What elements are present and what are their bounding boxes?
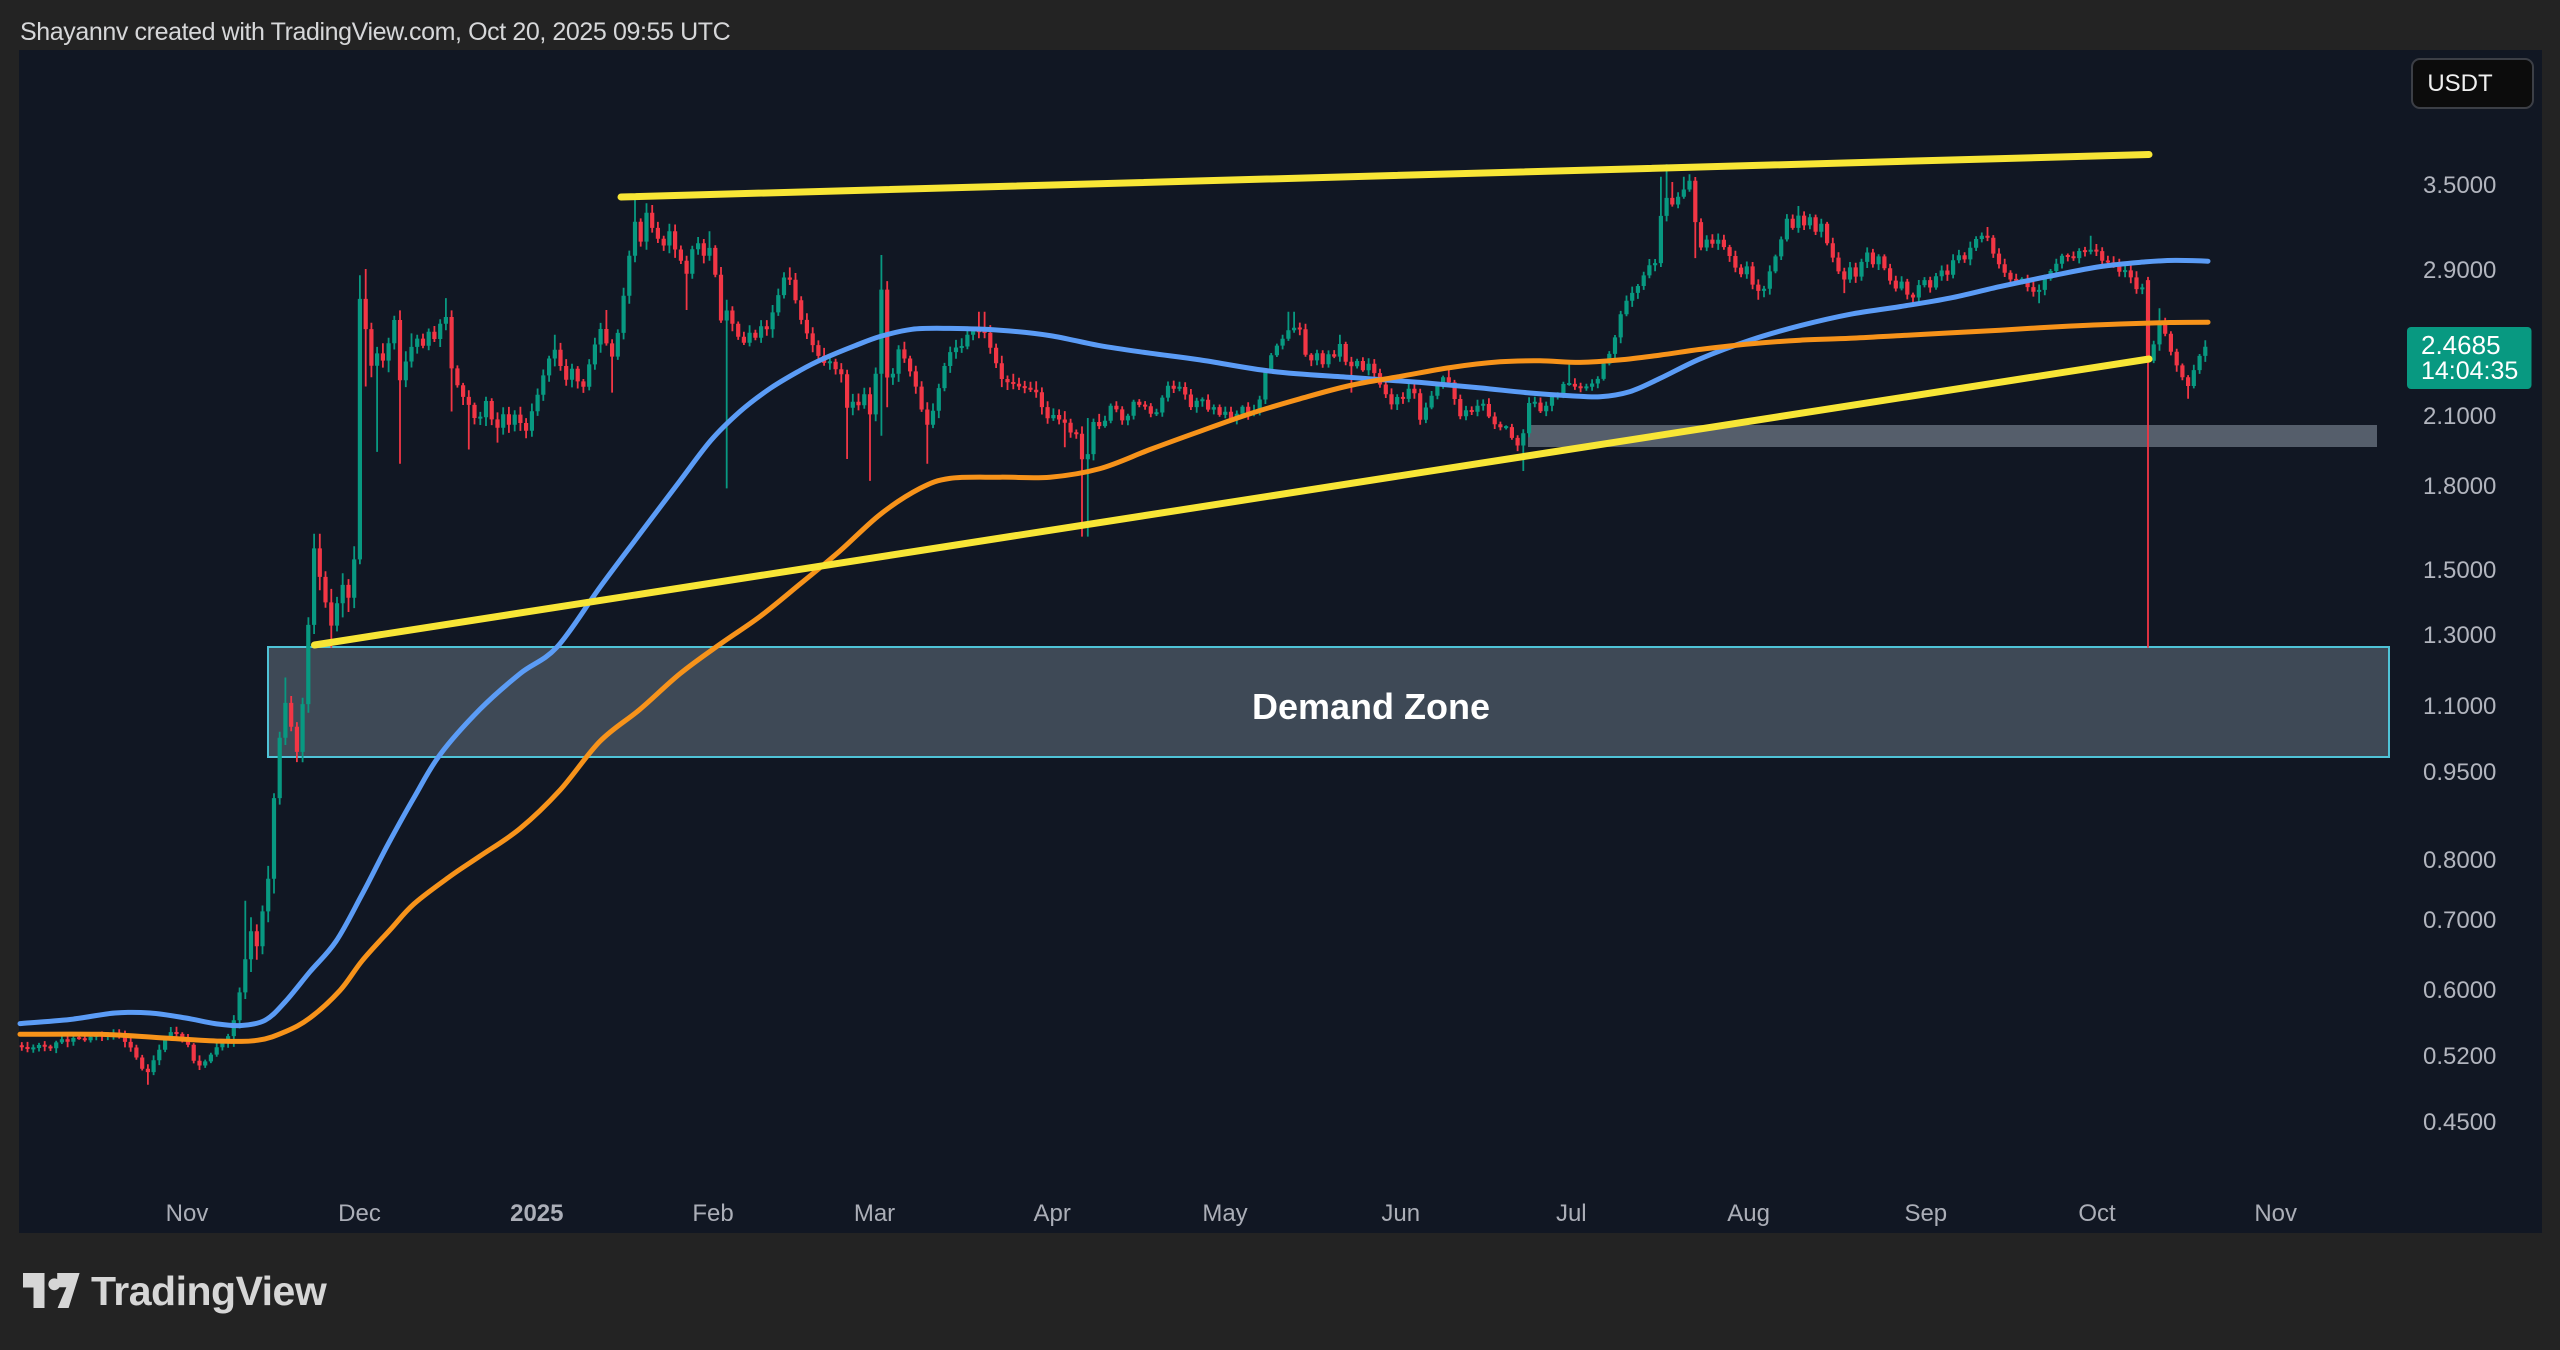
svg-text:0.8000: 0.8000 <box>2423 847 2496 874</box>
svg-text:2.1000: 2.1000 <box>2423 403 2496 430</box>
svg-text:Jul: Jul <box>1556 1200 1587 1227</box>
svg-text:Nov: Nov <box>166 1200 209 1227</box>
svg-text:2025: 2025 <box>510 1200 563 1227</box>
svg-text:Jun: Jun <box>1381 1200 1420 1227</box>
svg-text:0.9500: 0.9500 <box>2423 759 2496 786</box>
svg-text:Feb: Feb <box>692 1200 733 1227</box>
svg-text:Apr: Apr <box>1034 1200 1071 1227</box>
svg-text:3.5000: 3.5000 <box>2423 172 2496 199</box>
svg-text:Aug: Aug <box>1727 1200 1770 1227</box>
svg-text:0.4500: 0.4500 <box>2423 1109 2496 1136</box>
svg-text:Oct: Oct <box>2078 1200 2116 1227</box>
svg-text:0.6000: 0.6000 <box>2423 977 2496 1004</box>
svg-text:Mar: Mar <box>854 1200 895 1227</box>
svg-text:14:04:35: 14:04:35 <box>2421 357 2518 385</box>
svg-text:USDT: USDT <box>2427 70 2493 97</box>
svg-text:Nov: Nov <box>2254 1200 2297 1227</box>
svg-text:Demand Zone: Demand Zone <box>1252 686 1490 727</box>
svg-text:Shayannv created with TradingV: Shayannv created with TradingView.com, O… <box>20 18 731 46</box>
svg-text:Sep: Sep <box>1904 1200 1947 1227</box>
svg-text:0.7000: 0.7000 <box>2423 907 2496 934</box>
svg-text:0.5200: 0.5200 <box>2423 1043 2496 1070</box>
svg-text:May: May <box>1202 1200 1247 1227</box>
svg-text:2.9000: 2.9000 <box>2423 257 2496 284</box>
svg-text:1.1000: 1.1000 <box>2423 693 2496 720</box>
svg-text:1.8000: 1.8000 <box>2423 473 2496 500</box>
svg-text:TradingView: TradingView <box>91 1268 327 1314</box>
svg-text:1.3000: 1.3000 <box>2423 622 2496 649</box>
svg-text:2.4685: 2.4685 <box>2421 330 2501 360</box>
svg-text:Dec: Dec <box>338 1200 381 1227</box>
svg-text:1.5000: 1.5000 <box>2423 557 2496 584</box>
